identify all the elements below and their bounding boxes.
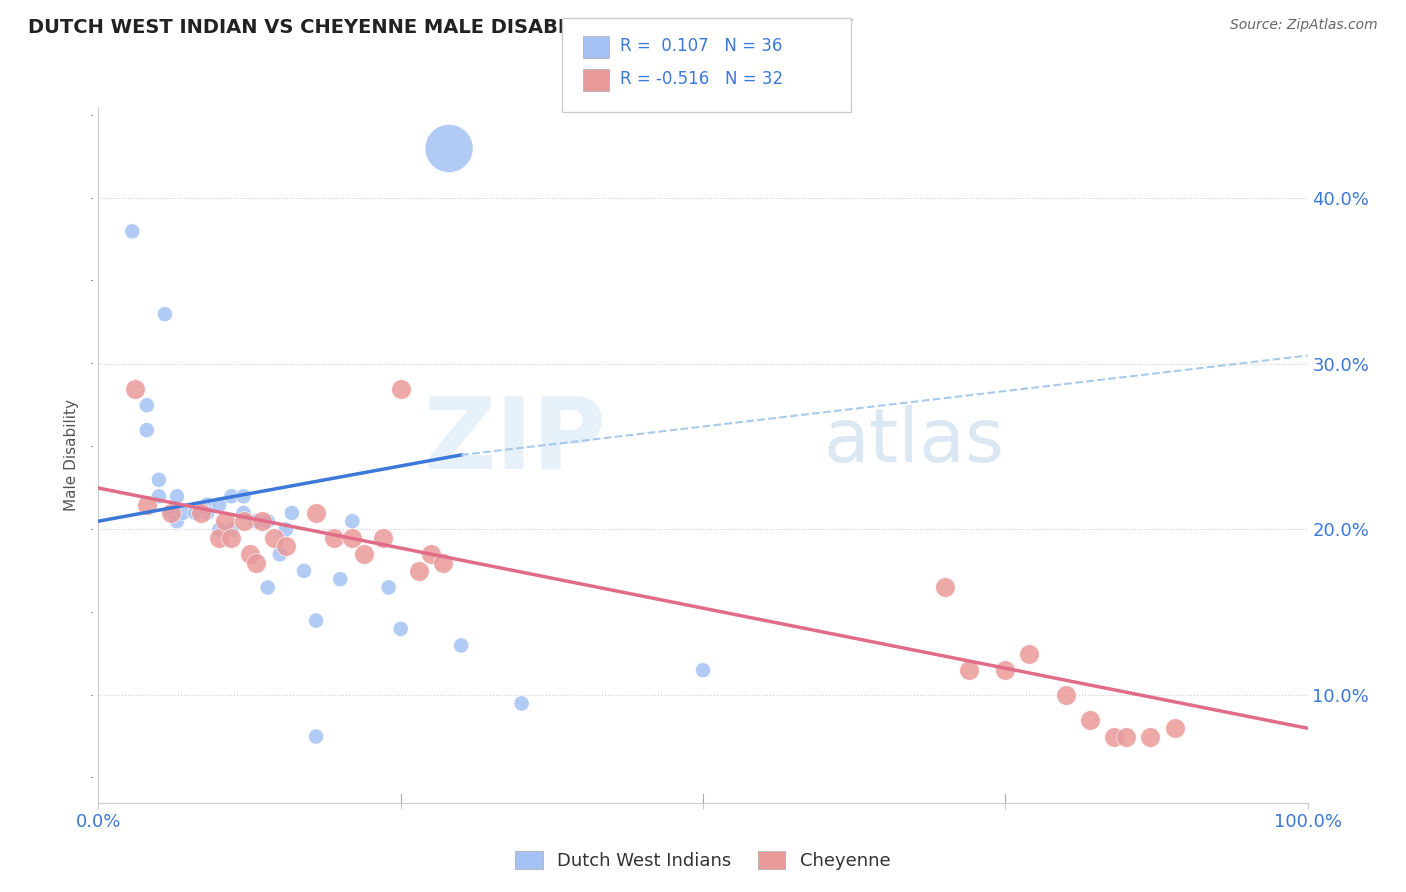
Point [221,523,243,537]
Text: R = -0.516   N = 32: R = -0.516 N = 32 [620,70,783,88]
Point [239,547,262,561]
Point [184,506,207,520]
Point [160,506,183,520]
Point [135,423,157,437]
Point [172,506,194,520]
Point [957,663,980,677]
Point [934,581,956,595]
Text: R =  0.107   N = 36: R = 0.107 N = 36 [620,37,782,55]
Point [135,498,157,512]
Point [329,572,352,586]
Point [353,547,375,561]
Point [214,514,236,528]
Point [124,382,146,396]
Point [160,506,183,520]
Point [1102,730,1125,744]
Point [153,307,176,321]
Point [208,498,231,512]
Point [166,514,188,528]
Text: atlas: atlas [824,404,1005,477]
Point [281,506,304,520]
Point [1163,721,1185,735]
Text: DUTCH WEST INDIAN VS CHEYENNE MALE DISABILITY CORRELATION CHART: DUTCH WEST INDIAN VS CHEYENNE MALE DISAB… [28,18,852,37]
Point [232,514,254,528]
Point [232,489,254,503]
Point [292,564,315,578]
Point [269,547,291,561]
Point [1139,730,1161,744]
Point [221,531,243,545]
Point [377,581,399,595]
Point [305,506,328,520]
Point [389,382,412,396]
Point [195,498,218,512]
Point [263,531,285,545]
Point [994,663,1017,677]
Point [1054,688,1077,702]
Point [208,523,231,537]
Point [256,514,278,528]
Point [305,614,328,628]
Point [1018,647,1040,661]
Point [121,224,143,238]
Point [408,564,430,578]
Point [166,489,188,503]
Point [274,523,297,537]
Point [135,398,157,412]
Point [305,730,328,744]
Point [432,556,454,570]
Point [250,514,273,528]
Text: ZIP: ZIP [423,392,606,490]
Point [190,506,212,520]
Point [221,489,243,503]
Point [245,514,267,528]
Point [148,473,170,487]
Point [256,581,278,595]
Text: Source: ZipAtlas.com: Source: ZipAtlas.com [1230,18,1378,32]
Point [323,531,346,545]
Legend: Dutch West Indians, Cheyenne: Dutch West Indians, Cheyenne [509,844,897,877]
Point [148,489,170,503]
Point [274,539,297,553]
Point [1115,730,1137,744]
Point [208,531,231,545]
Point [420,547,443,561]
Point [371,531,394,545]
Point [510,697,533,711]
Y-axis label: Male Disability: Male Disability [65,399,79,511]
Point [245,556,267,570]
Point [437,141,460,155]
Point [232,506,254,520]
Point [195,506,218,520]
Point [450,639,472,653]
Point [1078,713,1101,727]
Point [692,663,714,677]
Point [389,622,412,636]
Point [342,514,364,528]
Point [342,531,364,545]
